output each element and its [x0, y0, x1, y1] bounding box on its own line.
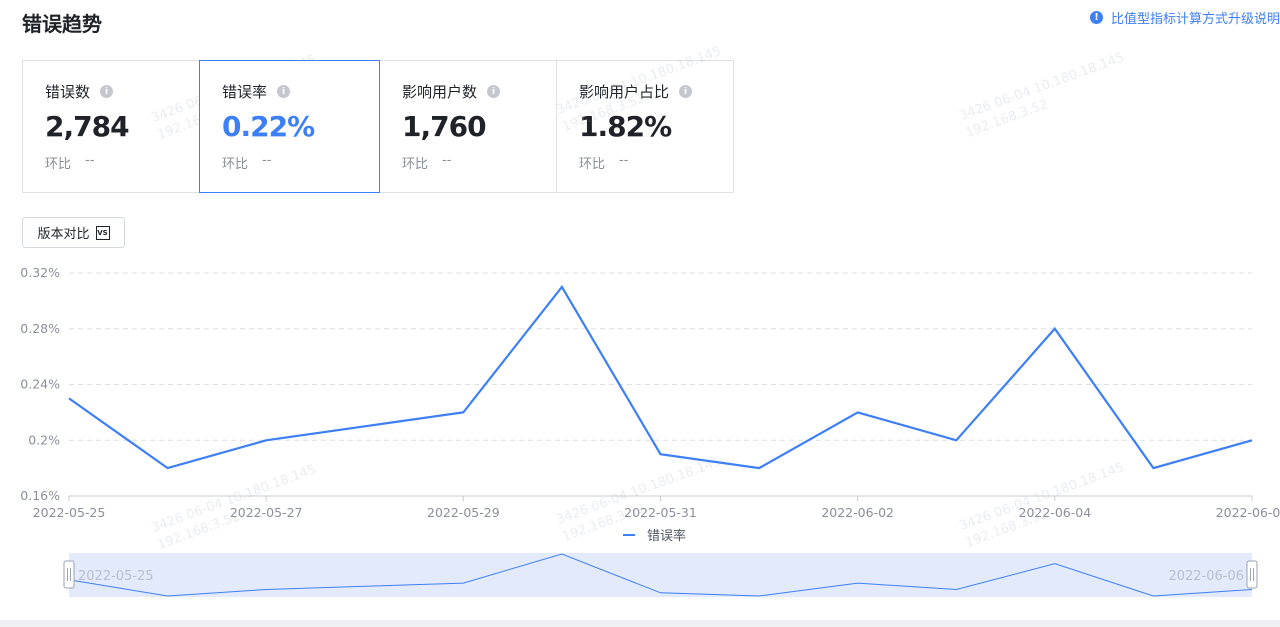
- zoom-start-label: 2022-05-25: [78, 569, 154, 584]
- version-compare-button[interactable]: 版本对比 VS: [22, 217, 125, 248]
- compare-label: 环比: [402, 157, 429, 172]
- card-label: 错误数: [45, 83, 91, 101]
- watermark: 3426 06-04 10.180.18.145 192.168.3.52: [957, 50, 1127, 141]
- y-tick-label: 0.2%: [28, 432, 60, 447]
- compare-value: --: [442, 153, 452, 168]
- x-tick-label: 2022-05-31: [624, 505, 697, 520]
- compare-label: 环比: [222, 157, 249, 172]
- series-line-error-rate: [68, 284, 1253, 470]
- zoom-handle-right[interactable]: [1246, 560, 1258, 589]
- x-tick-label: 2022-05-25: [33, 505, 106, 520]
- compare-value: --: [262, 153, 272, 168]
- info-icon: !: [1089, 11, 1103, 24]
- card-label: 错误率: [222, 83, 268, 101]
- info-icon[interactable]: i: [277, 85, 291, 98]
- info-icon[interactable]: i: [487, 85, 501, 98]
- y-tick-label: 0.32%: [20, 265, 60, 280]
- metric-card-error-count[interactable]: 错误数 i 2,784 环比 --: [22, 60, 200, 193]
- compare-value: --: [619, 153, 629, 168]
- button-label: 版本对比: [37, 227, 90, 242]
- card-label: 影响用户数: [402, 83, 478, 101]
- metric-cards: 错误数 i 2,784 环比 -- 错误率 i 0.22% 环比 -- 影响用户数 i 1…: [22, 60, 734, 193]
- card-value: 1,760: [402, 110, 487, 143]
- metric-card-error-rate[interactable]: 错误率 i 0.22% 环比 --: [199, 60, 380, 193]
- card-value: 2,784: [45, 110, 130, 143]
- zoom-handle-left[interactable]: [63, 560, 75, 589]
- compare-value: --: [85, 153, 95, 168]
- zoom-slider-preview-line: [68, 553, 1253, 597]
- info-icon[interactable]: i: [679, 85, 693, 98]
- x-tick-label: 2022-05-29: [427, 505, 500, 520]
- error-rate-chart: 0.16% 0.2% 0.24% 0.28% 0.32% 2022-05-25 2022-0…: [20, 265, 1280, 597]
- x-tick-label: 2022-06-06: [1216, 505, 1280, 520]
- card-value: 0.22%: [222, 110, 315, 143]
- bottom-divider: [0, 620, 1280, 627]
- y-tick-label: 0.28%: [20, 321, 60, 336]
- y-tick-label: 0.16%: [20, 488, 60, 503]
- zoom-end-label: 2022-06-06: [1168, 569, 1244, 584]
- metric-card-affected-user-ratio[interactable]: 影响用户占比 i 1.82% 环比 --: [556, 60, 734, 193]
- legend-label[interactable]: 错误率: [647, 528, 686, 544]
- page-title: 错误趋势: [22, 12, 102, 36]
- card-value: 1.82%: [579, 110, 672, 143]
- notice-text: 比值型指标计算方式升级说明: [1110, 12, 1280, 27]
- y-tick-label: 0.24%: [20, 377, 60, 392]
- x-tick-label: 2022-05-27: [230, 505, 303, 520]
- card-label: 影响用户占比: [579, 83, 670, 101]
- compare-label: 环比: [45, 157, 72, 172]
- x-tick-label: 2022-06-02: [821, 505, 894, 520]
- x-tick-label: 2022-06-04: [1019, 505, 1092, 520]
- metric-card-affected-users[interactable]: 影响用户数 i 1,760 环比 --: [379, 60, 557, 193]
- info-icon[interactable]: i: [100, 85, 114, 98]
- vs-icon: VS: [95, 225, 110, 240]
- metric-upgrade-notice[interactable]: ! 比值型指标计算方式升级说明: [1089, 8, 1280, 27]
- compare-label: 环比: [579, 157, 606, 172]
